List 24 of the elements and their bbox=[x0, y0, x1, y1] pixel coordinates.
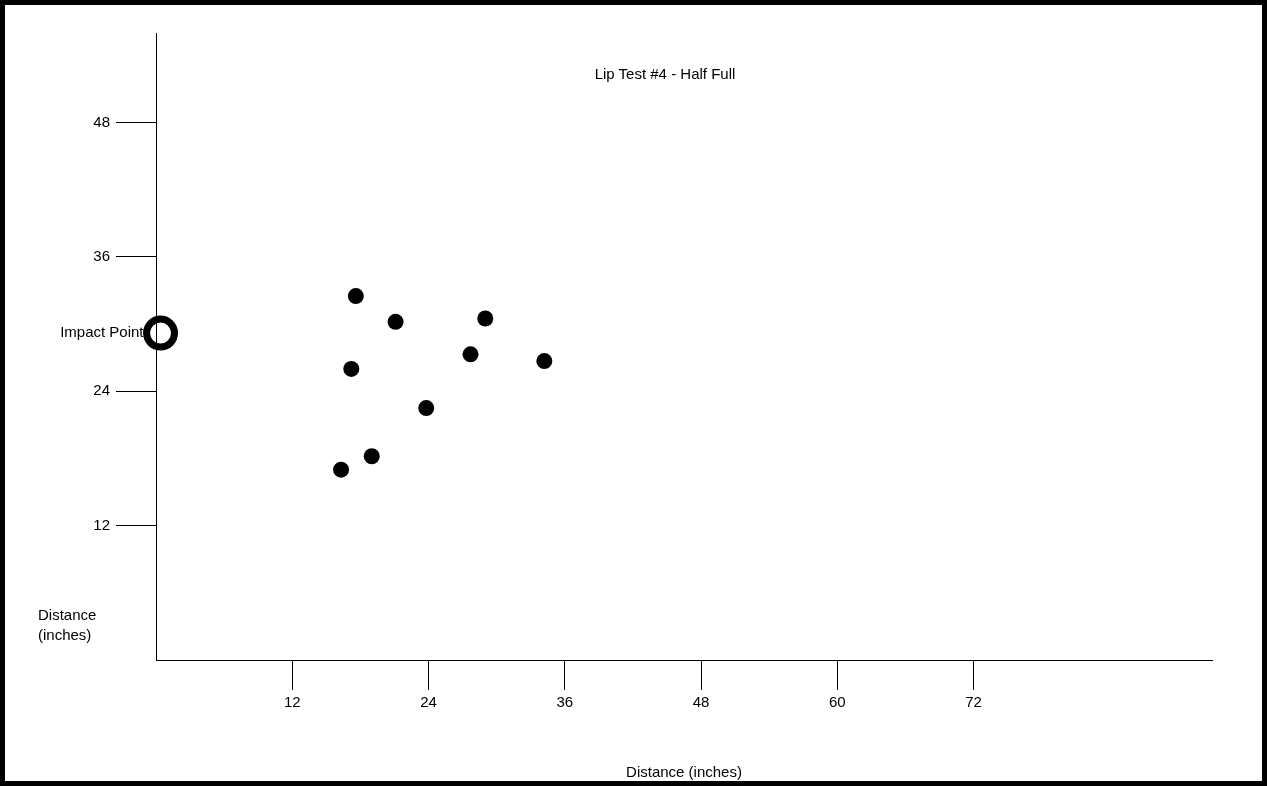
x-tick-label: 12 bbox=[283, 693, 301, 711]
x-axis-title: Distance (inches) bbox=[626, 763, 742, 781]
x-tick-label: 36 bbox=[556, 693, 574, 711]
point bbox=[347, 288, 364, 305]
x-tick-label: 48 bbox=[692, 693, 710, 711]
x-tick-label: 72 bbox=[965, 693, 982, 711]
annotation: Impact Point bbox=[60, 323, 145, 341]
point bbox=[536, 353, 553, 370]
point bbox=[387, 313, 404, 330]
point bbox=[477, 310, 494, 327]
x-tick-label: 60 bbox=[828, 693, 846, 711]
point bbox=[462, 346, 479, 363]
point bbox=[333, 461, 350, 478]
y-tick-label: 24 bbox=[93, 381, 110, 399]
y-tick-label: 36 bbox=[93, 247, 110, 265]
point bbox=[418, 400, 435, 417]
point bbox=[363, 448, 380, 465]
text: Lip Test #4 - Half Full bbox=[594, 65, 736, 83]
point bbox=[343, 360, 360, 377]
y-tick-label: 12 bbox=[93, 515, 110, 533]
point bbox=[143, 315, 179, 351]
y-axis-title: Distance (inches) bbox=[38, 606, 97, 643]
y-tick-label: 48 bbox=[93, 112, 110, 130]
x-tick-label: 24 bbox=[420, 693, 437, 711]
